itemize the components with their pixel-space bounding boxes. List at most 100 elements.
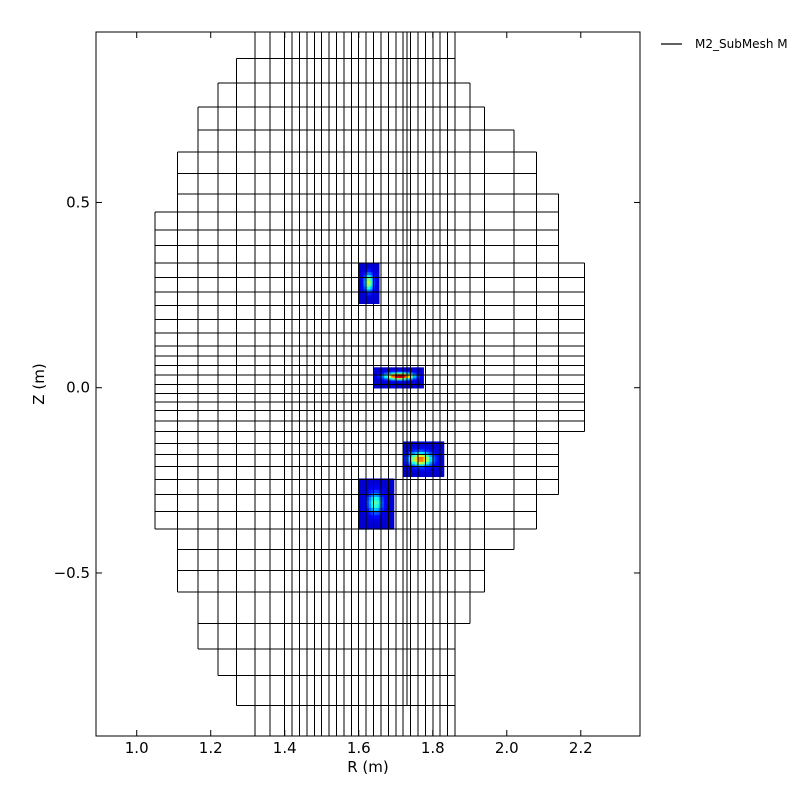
hotspot-cell [377, 385, 382, 387]
hotspot-cell [429, 471, 433, 475]
hotspot-cell [373, 370, 378, 373]
hotspot-cell [409, 373, 414, 376]
hotspot-cell [361, 485, 365, 490]
hotspot-cell [403, 456, 407, 460]
hotspot-cell [361, 289, 364, 293]
hotspot-cell [360, 297, 363, 302]
hotspot-cell [377, 283, 380, 287]
emission-hotspots [358, 263, 445, 530]
hotspot-cell [386, 503, 390, 508]
hotspot-cell [383, 482, 387, 487]
hotspot-cell [432, 474, 436, 478]
hotspot-cell [358, 489, 362, 494]
hotspot-cell [364, 292, 367, 296]
hotspot-cell [419, 367, 424, 370]
hotspot-cell [388, 492, 392, 498]
hotspot-cell [376, 286, 379, 290]
hotspot-cell [432, 451, 436, 455]
hotspot-cell [373, 386, 378, 389]
hotspot-cell [384, 370, 389, 373]
y-tick-label: 0.0 [66, 379, 90, 397]
hotspot-cell [391, 492, 395, 498]
hotspot-cell [387, 370, 392, 373]
hotspot-cell [366, 518, 370, 523]
hotspot-cell [405, 379, 410, 382]
hotspot-cell [370, 280, 373, 284]
hotspot-cell [440, 446, 445, 450]
hotspot-cell [429, 469, 433, 472]
hotspot-cell [374, 263, 377, 267]
hotspot-cell [387, 380, 392, 383]
hotspot-cell [376, 268, 379, 273]
hotspot-cell [426, 461, 430, 465]
x-axis-label: R (m) [347, 758, 389, 776]
hotspot-cell [380, 377, 385, 380]
hotspot-cell [358, 280, 361, 284]
hotspot-cell [435, 448, 439, 452]
hotspot-cell [376, 277, 379, 281]
hotspot-cell [361, 283, 364, 287]
hotspot-cell [383, 514, 387, 519]
hotspot-cell [361, 277, 364, 281]
hotspot-cell [411, 471, 416, 475]
hotspot-cell [370, 263, 373, 267]
hotspot-cell [381, 521, 385, 527]
hotspot-cell [406, 451, 410, 455]
hotspot-cell [420, 466, 424, 470]
hotspot-cell [367, 280, 370, 284]
hotspot-cell [364, 266, 367, 270]
hotspot-cell [370, 268, 373, 273]
hotspot-cell [377, 367, 382, 370]
hotspot-cell [361, 492, 365, 498]
hotspot-cell [377, 380, 382, 383]
hotspot-cell [361, 489, 365, 494]
hotspot-cell [378, 511, 382, 516]
hotspot-cell [432, 454, 436, 457]
hotspot-cell [391, 478, 395, 483]
hotspot-cell [398, 376, 403, 379]
hotspot-cell [386, 518, 390, 523]
hotspot-cell [363, 496, 367, 501]
hotspot-cell [414, 459, 419, 462]
hotspot-cell [426, 474, 430, 478]
hotspot-cell [420, 456, 424, 460]
hotspot-cell [429, 448, 433, 452]
hotspot-cell [358, 300, 361, 304]
hotspot-cell [391, 525, 395, 530]
mesh-grid [154, 31, 585, 737]
hotspot-cell [371, 289, 374, 293]
hotspot-cell [361, 271, 364, 276]
hotspot-cell [417, 448, 421, 452]
hotspot-cell [374, 297, 377, 302]
hotspot-cell [405, 370, 410, 373]
hotspot-cell [368, 514, 372, 519]
hotspot-cell [360, 294, 363, 299]
hotspot-cell [435, 446, 439, 450]
hotspot-cell [371, 294, 374, 299]
hotspot-cell [363, 507, 367, 512]
hotspot-cell [420, 464, 424, 467]
hotspot-cell [376, 294, 379, 299]
hotspot-cell [371, 514, 375, 519]
hotspot-cell [366, 525, 370, 530]
hotspot-cell [391, 376, 396, 379]
hotspot-cell [376, 482, 380, 487]
hotspot-cell [384, 386, 389, 389]
hotspot-cell [363, 280, 365, 284]
hotspot-cell [417, 466, 421, 470]
hotspot-cell [394, 386, 399, 389]
hotspot-cell [363, 266, 365, 270]
hotspot-cell [380, 370, 385, 373]
hotspot-cell [384, 373, 389, 376]
hotspot-cell [426, 471, 430, 475]
hotspot-cell [373, 268, 376, 273]
hotspot-cell [409, 367, 414, 370]
hotspot-cell [403, 466, 407, 470]
hotspot-cell [403, 469, 407, 472]
hotspot-cell [358, 500, 362, 505]
hotspot-cell [414, 471, 419, 475]
hotspot-cell [358, 277, 361, 281]
hotspot-cell [371, 489, 375, 494]
hotspot-cell [368, 280, 371, 284]
hotspot-cell [377, 370, 382, 373]
